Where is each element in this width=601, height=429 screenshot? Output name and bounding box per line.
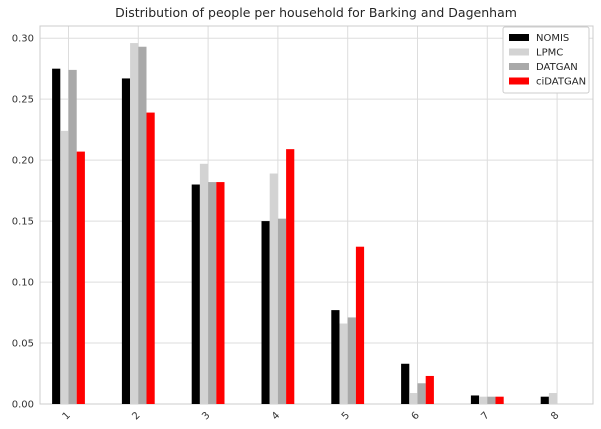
- x-tick-label: 6: [410, 410, 422, 422]
- bar-datgan-7: [487, 396, 496, 404]
- legend-box: [502, 26, 590, 94]
- y-tick-label: 0.15: [12, 217, 34, 228]
- bar-nomis-4: [261, 221, 270, 404]
- bar-nomis-6: [401, 363, 410, 404]
- bar-lpmc-2: [130, 43, 139, 404]
- y-tick-label: 0.25: [12, 95, 34, 106]
- legend: NOMIS LPMC DATGAN ciDATGAN: [502, 26, 590, 94]
- bar-cidatgan-7: [495, 396, 504, 404]
- bar-lpmc-7: [479, 396, 488, 404]
- legend-swatch-cidatgan: [509, 77, 529, 85]
- bar-datgan-3: [208, 182, 217, 404]
- bar-datgan-5: [347, 317, 356, 404]
- bar-cidatgan-6: [425, 375, 434, 404]
- bar-nomis-7: [470, 395, 480, 404]
- bar-nomis-3: [191, 184, 200, 404]
- legend-swatch-datgan: [509, 63, 529, 70]
- bar-nomis-2: [121, 78, 131, 405]
- plot-area: [39, 25, 594, 405]
- legend-label-datgan: DATGAN: [536, 62, 578, 73]
- y-tick-label: 0.05: [12, 339, 34, 350]
- legend-label-nomis: NOMIS: [536, 33, 569, 44]
- bar-cidatgan-3: [216, 182, 225, 404]
- bar-lpmc-4: [269, 173, 278, 404]
- bar-nomis-5: [331, 310, 340, 404]
- chart-title: Distribution of people per household for…: [115, 5, 517, 20]
- legend-label-lpmc: LPMC: [536, 48, 563, 59]
- bar-lpmc-3: [199, 163, 209, 404]
- bar-lpmc-6: [409, 393, 418, 404]
- legend-label-cidatgan: ciDATGAN: [536, 77, 586, 88]
- legend-swatch-lpmc: [509, 48, 529, 56]
- y-axis: 0.00 0.05 0.10 0.15 0.20 0.25 0.30: [12, 34, 34, 411]
- bar-cidatgan-5: [355, 246, 365, 404]
- y-tick-label: 0.20: [12, 156, 34, 167]
- bar-datgan-4: [277, 218, 287, 404]
- x-tick-label: 1: [61, 410, 73, 422]
- bars: [52, 43, 558, 405]
- x-tick-label: 8: [549, 410, 561, 422]
- bar-lpmc-5: [339, 323, 348, 404]
- x-tick-label: 2: [130, 410, 142, 422]
- y-tick-label: 0.10: [12, 278, 34, 289]
- bar-nomis-1: [52, 68, 61, 404]
- bar-cidatgan-2: [146, 112, 155, 405]
- bar-datgan-6: [417, 383, 426, 404]
- bar-lpmc-8: [548, 393, 558, 404]
- bar-cidatgan-4: [286, 149, 295, 404]
- x-tick-label: 7: [479, 410, 491, 422]
- legend-swatch-nomis: [509, 34, 529, 41]
- y-tick-label: 0.30: [12, 34, 34, 45]
- bar-nomis-8: [540, 396, 549, 404]
- x-tick-label: 4: [270, 410, 282, 422]
- y-tick-label: 0.00: [12, 400, 34, 411]
- x-axis: 1 2 3 4 5 6 7 8: [61, 410, 562, 422]
- bar-datgan-1: [68, 69, 77, 404]
- bar-cidatgan-1: [76, 151, 85, 404]
- x-tick-label: 3: [200, 410, 212, 422]
- bar-datgan-2: [138, 46, 147, 404]
- bar-lpmc-1: [60, 130, 69, 405]
- x-tick-label: 5: [340, 410, 352, 422]
